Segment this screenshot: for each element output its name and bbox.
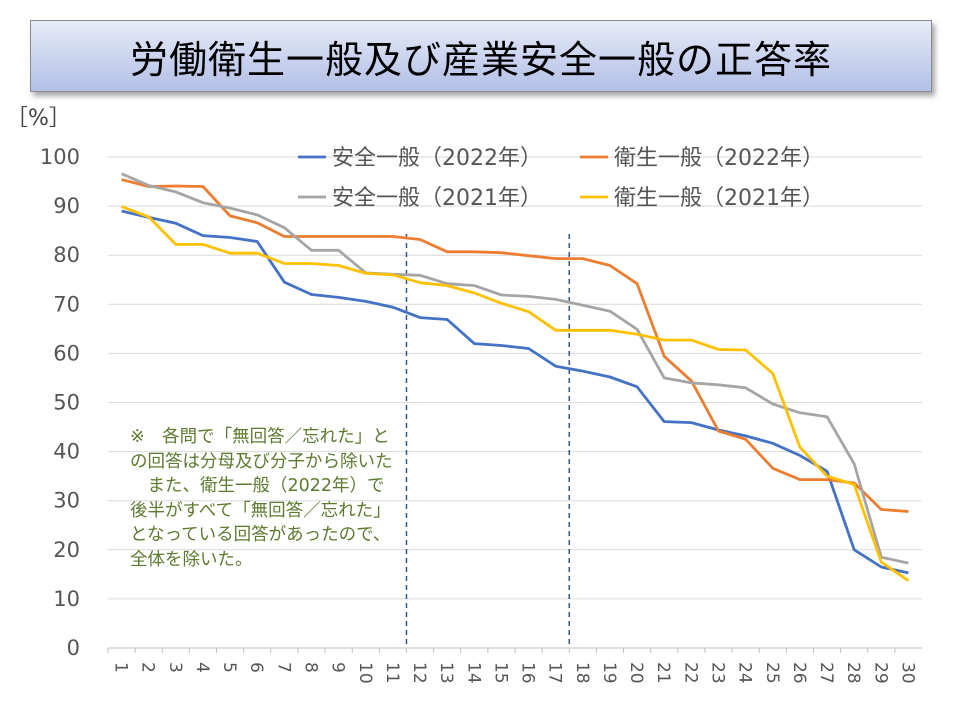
title-banner: 労働衛生一般及び産業安全一般の正答率	[30, 20, 932, 92]
x-tick-label: 11	[382, 662, 402, 684]
x-tick-label: 28	[843, 662, 863, 684]
x-tick-label: 6	[246, 662, 266, 673]
y-tick-label: 30	[53, 489, 80, 513]
x-tick-label: 25	[762, 662, 782, 684]
y-tick-label: 100	[40, 145, 80, 169]
x-tick-label: 26	[789, 662, 809, 684]
x-tick-label: 20	[626, 662, 646, 684]
x-tick-label: 12	[409, 662, 429, 684]
x-tick-label: 15	[490, 662, 510, 684]
legend-label-2: 衛生一般（2022年）	[614, 146, 824, 171]
y-tick-label: 60	[53, 341, 80, 365]
y-tick-label: 90	[53, 194, 80, 218]
x-tick-label: 10	[355, 662, 375, 684]
legend-label-4: 衛生一般（2021年）	[614, 186, 824, 211]
x-tick-label: 8	[301, 662, 321, 673]
y-axis-unit: ［%］	[6, 106, 71, 131]
x-tick-label: 17	[545, 662, 565, 684]
y-tick-label: 10	[53, 587, 80, 611]
x-tick-label: 19	[599, 662, 619, 684]
y-tick-label: 50	[53, 391, 80, 415]
y-tick-label: 0	[67, 636, 80, 660]
x-tick-label: 4	[192, 662, 212, 673]
y-tick-label: 80	[53, 243, 80, 267]
x-tick-label: 27	[816, 662, 836, 684]
x-tick-label: 13	[436, 662, 456, 684]
x-tick-label: 24	[735, 662, 755, 684]
x-tick-label: 22	[680, 662, 700, 684]
series-line-4	[121, 205, 910, 582]
legend-label-3: 安全一般（2021年）	[332, 186, 542, 211]
x-tick-label: 21	[653, 662, 673, 684]
series-line-2	[121, 178, 909, 513]
x-tick-label: 16	[518, 662, 538, 684]
x-tick-label: 30	[897, 662, 917, 684]
y-tick-label: 40	[53, 440, 80, 464]
x-tick-label: 1	[111, 662, 131, 673]
x-tick-label: 18	[572, 662, 592, 684]
series-line-3	[121, 172, 909, 565]
x-tick-label: 29	[870, 662, 890, 684]
x-tick-label: 2	[138, 662, 158, 673]
x-tick-label: 9	[328, 662, 348, 673]
y-tick-label: 20	[53, 538, 80, 562]
x-tick-label: 3	[165, 662, 185, 673]
chart-title: 労働衛生一般及び産業安全一般の正答率	[129, 37, 832, 82]
series-line-1	[121, 209, 909, 575]
x-tick-label: 14	[463, 662, 483, 684]
y-tick-label: 70	[53, 292, 80, 316]
x-tick-label: 23	[708, 662, 728, 684]
chart-note: ※ 各問で「無回答／忘れた」との回答は分母及び分子から除いた また、衛生一般（2…	[130, 427, 393, 570]
legend-label-1: 安全一般（2022年）	[332, 146, 542, 171]
x-tick-label: 5	[219, 662, 239, 673]
x-tick-label: 7	[273, 662, 293, 673]
